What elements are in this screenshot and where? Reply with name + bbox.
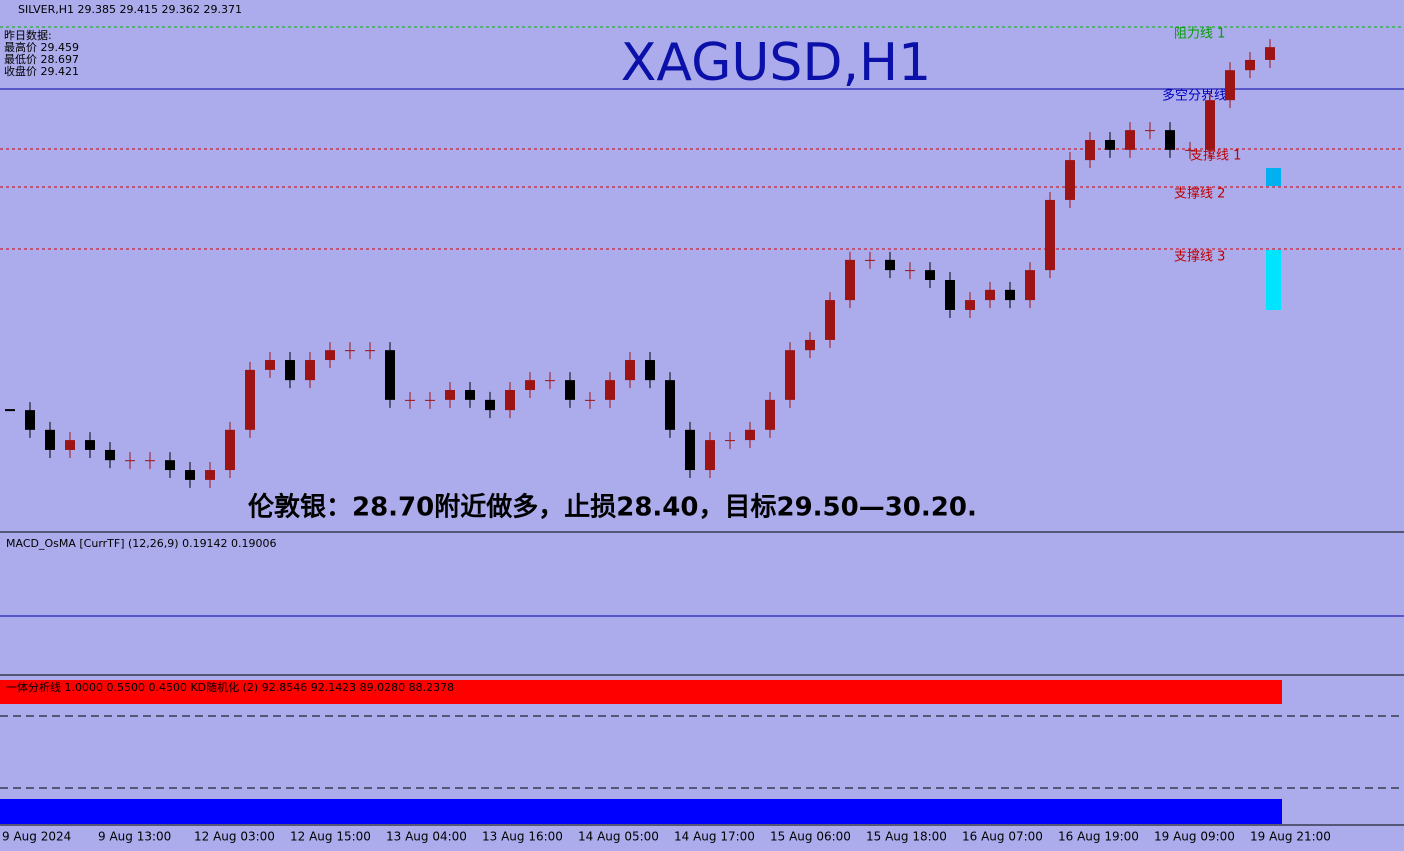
candle — [1225, 70, 1235, 101]
x-tick-label: 15 Aug 18:00 — [866, 830, 947, 844]
symbol-header: SILVER,H1 29.385 29.415 29.362 29.371 — [18, 3, 242, 16]
kd-oversold-band — [0, 799, 1282, 824]
candle — [1265, 47, 1275, 60]
x-tick-label: 19 Aug 09:00 — [1154, 830, 1235, 844]
candle — [265, 360, 275, 370]
candle — [285, 360, 295, 381]
info-line: 收盘价 29.421 — [4, 64, 79, 78]
candle — [125, 460, 135, 462]
candle — [1145, 130, 1155, 132]
candle — [1245, 59, 1255, 71]
candle — [665, 380, 675, 430]
candle — [245, 369, 255, 430]
candle — [1085, 139, 1095, 161]
candle — [165, 460, 175, 471]
candle — [845, 259, 855, 301]
candle — [585, 399, 595, 401]
candle — [765, 399, 775, 430]
candle — [685, 429, 695, 471]
candle — [565, 380, 575, 400]
kd-overbought-band — [0, 680, 1282, 704]
candle — [105, 449, 115, 461]
candle — [425, 399, 435, 401]
x-tick-label: 9 Aug 13:00 — [98, 830, 171, 844]
candle — [1025, 270, 1035, 301]
chart-title: XAGUSD,H1 — [621, 33, 931, 93]
candle — [1125, 130, 1135, 150]
candle — [625, 360, 635, 381]
candle — [305, 360, 315, 381]
zone-marker — [1266, 168, 1281, 186]
x-tick-label: 19 Aug 21:00 — [1250, 830, 1331, 844]
candle — [645, 360, 655, 381]
candle — [505, 390, 515, 411]
candle — [1205, 100, 1215, 150]
candle — [145, 460, 155, 462]
candle — [85, 440, 95, 450]
candle — [325, 350, 335, 361]
x-tick-label: 13 Aug 04:00 — [386, 830, 467, 844]
candle — [805, 339, 815, 351]
candle — [185, 470, 195, 480]
candle — [45, 429, 55, 450]
candle — [545, 380, 555, 382]
annotation: 伦敦银：28.70附近做多，止损28.40，目标29.50—30.20. — [248, 492, 977, 523]
x-tick-label: 16 Aug 07:00 — [962, 830, 1043, 844]
candle — [485, 399, 495, 411]
candle — [445, 390, 455, 400]
candle — [1165, 130, 1175, 150]
x-tick-label: 14 Aug 17:00 — [674, 830, 755, 844]
candle — [1105, 139, 1115, 150]
candle — [1005, 289, 1015, 301]
x-tick-label: 16 Aug 19:00 — [1058, 830, 1139, 844]
level-label: 多空分界线 — [1162, 88, 1227, 104]
kd-header: 一体分析线 1.0000 0.5500 0.4500 KD随机化 (2) 92.… — [6, 680, 454, 694]
candle — [345, 350, 355, 352]
macd-header: MACD_OsMA [CurrTF] (12,26,9) 0.19142 0.1… — [6, 537, 277, 550]
candle — [225, 429, 235, 471]
level-label: 阻力线 1 — [1174, 27, 1225, 42]
info-line: 昨日数据: — [4, 28, 52, 42]
candle — [525, 380, 535, 391]
candle — [885, 259, 895, 271]
x-tick-label: 12 Aug 15:00 — [290, 830, 371, 844]
candle — [65, 440, 75, 450]
candle — [365, 350, 375, 352]
candle — [905, 270, 915, 272]
candle — [385, 350, 395, 400]
level-label: 支撑线 3 — [1174, 250, 1225, 265]
candle — [745, 429, 755, 441]
zone-marker — [1266, 250, 1281, 310]
level-label: 支撑线 2 — [1174, 187, 1225, 202]
candle — [925, 270, 935, 280]
x-tick-label: 14 Aug 05:00 — [578, 830, 659, 844]
info-line: 最高价 29.459 — [4, 40, 79, 54]
candle — [785, 350, 795, 400]
candle — [1065, 160, 1075, 200]
x-tick-label: 9 Aug 2024 — [2, 830, 71, 844]
candle — [705, 440, 715, 471]
candle — [5, 409, 15, 412]
candle — [25, 410, 35, 430]
candle — [1185, 149, 1195, 151]
candle — [405, 399, 415, 401]
candle — [865, 259, 875, 261]
x-tick-label: 12 Aug 03:00 — [194, 830, 275, 844]
x-tick-label: 15 Aug 06:00 — [770, 830, 851, 844]
candle — [1045, 199, 1055, 271]
info-line: 最低价 28.697 — [4, 53, 79, 66]
candle — [965, 300, 975, 310]
level-label: 支撑线 1 — [1190, 149, 1241, 164]
candle — [945, 279, 955, 310]
candle — [465, 390, 475, 400]
candle — [725, 440, 735, 442]
candle — [205, 470, 215, 480]
candle — [605, 380, 615, 400]
candle — [825, 300, 835, 340]
candle — [985, 289, 995, 301]
x-tick-label: 13 Aug 16:00 — [482, 830, 563, 844]
